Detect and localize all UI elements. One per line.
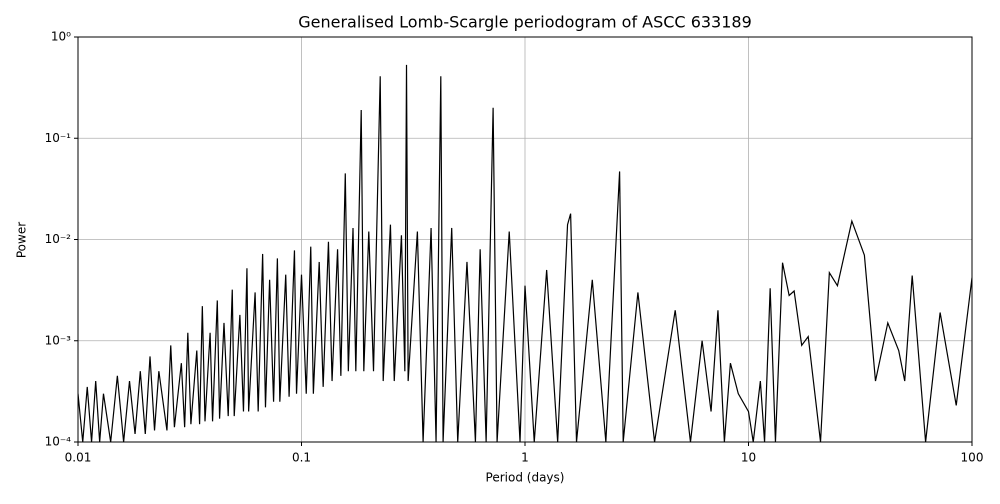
y-tick-label: 10⁻⁴: [45, 435, 72, 449]
y-tick-label: 10⁻²: [45, 232, 72, 246]
x-axis-label: Period (days): [486, 471, 565, 485]
y-axis-label: Power: [15, 222, 29, 258]
x-tick-label: 100: [961, 451, 984, 465]
x-tick-label: 10: [741, 451, 756, 465]
y-tick-label: 10⁰: [51, 30, 71, 44]
x-tick-label: 0.01: [65, 451, 92, 465]
chart-title: Generalised Lomb-Scargle periodogram of …: [298, 13, 752, 32]
y-tick-label: 10⁻³: [45, 333, 72, 347]
x-tick-label: 0.1: [292, 451, 311, 465]
x-tick-label: 1: [521, 451, 529, 465]
data-line: [78, 64, 972, 442]
y-tick-label: 10⁻¹: [45, 131, 72, 145]
plot-frame: [77, 36, 973, 443]
